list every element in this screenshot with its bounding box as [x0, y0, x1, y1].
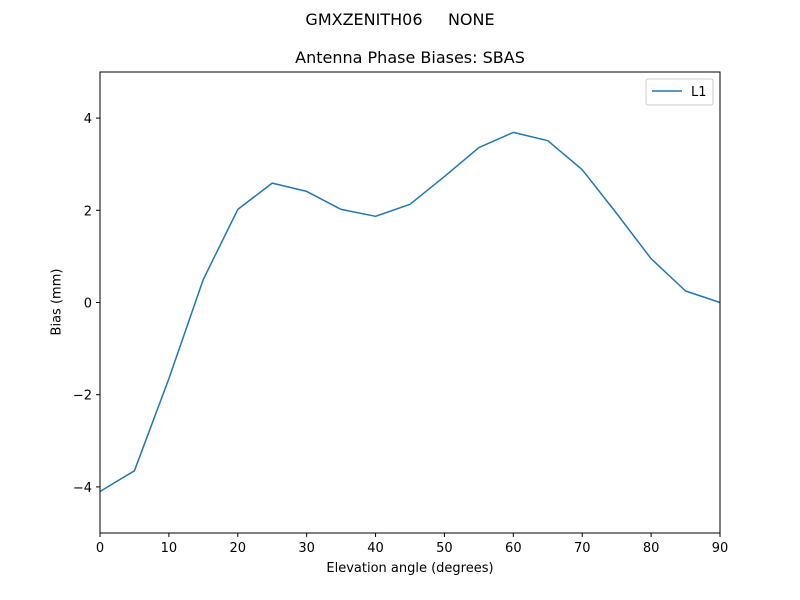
- y-tick-label: 2: [84, 204, 92, 219]
- x-tick-label: 80: [643, 541, 660, 556]
- legend-box: [645, 78, 714, 106]
- chart-title: Antenna Phase Biases: SBAS: [295, 48, 525, 67]
- x-tick-label: 30: [298, 541, 315, 556]
- y-tick-label: −4: [73, 481, 92, 496]
- x-tick-label: 20: [230, 541, 247, 556]
- x-tick-label: 70: [574, 541, 591, 556]
- y-tick-label: 0: [84, 297, 92, 312]
- figure-suptitle: GMXZENITH06 NONE: [305, 10, 495, 29]
- axis-ticks: 0 10 20 30 40 50 60 70 80 90 −4 −2 0 2 4: [73, 112, 728, 556]
- x-tick-label: 0: [96, 541, 104, 556]
- legend: L1: [645, 78, 714, 106]
- x-tick-label: 50: [436, 541, 453, 556]
- x-tick-label: 10: [161, 541, 178, 556]
- y-tick-label: 4: [84, 112, 92, 127]
- legend-label-l1: L1: [691, 85, 707, 100]
- axes-frame: [99, 71, 721, 534]
- y-tick-label: −2: [73, 389, 92, 404]
- x-tick-label: 40: [367, 541, 384, 556]
- x-axis-label: Elevation angle (degrees): [326, 561, 494, 576]
- series-line-l1: [99, 131, 721, 493]
- x-tick-label: 60: [505, 541, 522, 556]
- x-tick-label: 90: [712, 541, 729, 556]
